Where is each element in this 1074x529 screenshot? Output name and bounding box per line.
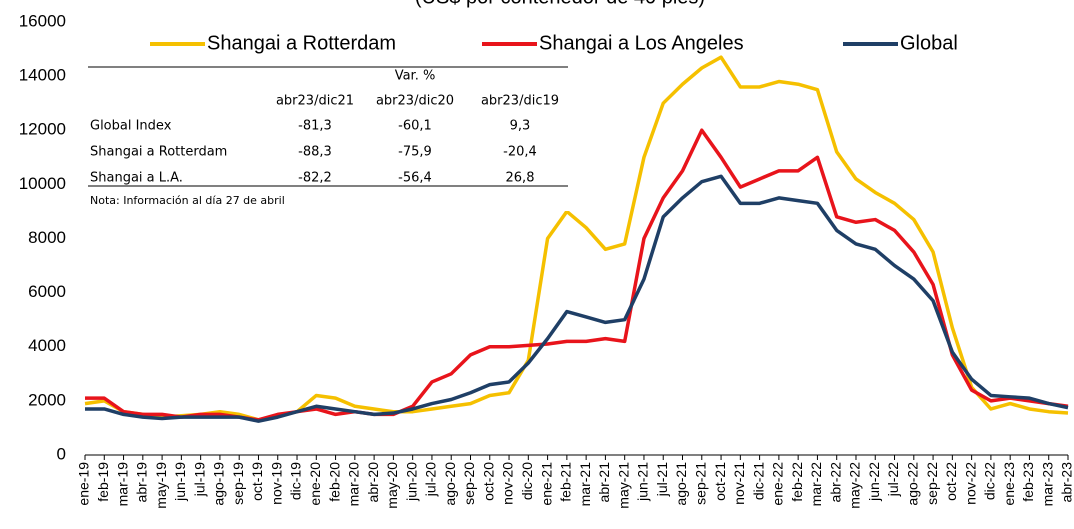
x-tick-label: feb-20 (326, 462, 342, 502)
y-tick-label: 6000 (28, 282, 66, 301)
x-tick-label: ene-23 (1001, 462, 1017, 506)
x-tick-label: oct-19 (249, 462, 265, 501)
x-tick-label: sep-21 (692, 462, 708, 505)
x-tick-label: abr-21 (596, 462, 612, 503)
x-tick-label: ago-19 (211, 462, 227, 506)
x-tick-label: feb-22 (789, 462, 805, 502)
table-cell: Global Index (90, 119, 172, 134)
table-group-header: Var. % (395, 69, 436, 84)
table-cell: -56,4 (398, 171, 432, 186)
legend-label: Global (900, 32, 958, 54)
x-tick-label: feb-19 (95, 462, 111, 502)
x-tick-label: sep-19 (230, 462, 246, 505)
x-tick-label: jul-22 (885, 462, 901, 497)
x-tick-label: oct-22 (943, 462, 959, 501)
x-tick-label: ago-20 (442, 462, 458, 506)
x-tick-label: ene-20 (307, 462, 323, 506)
x-tick-label: jun-21 (635, 462, 651, 502)
x-tick-label: mar-19 (114, 462, 130, 507)
x-tick-label: dic-21 (750, 462, 766, 500)
table-cell: -60,1 (398, 119, 432, 134)
series-line (85, 174, 1069, 423)
chart-title: (US$ por contenedor de 40 pies) (415, 0, 705, 8)
x-tick-label: oct-21 (712, 462, 728, 501)
table-header: abr23/dic19 (481, 94, 559, 109)
x-tick-label: jun-20 (403, 462, 419, 502)
x-tick-label: may-22 (847, 462, 863, 509)
x-tick-label: may-19 (153, 462, 169, 509)
x-tick-label: jun-19 (172, 462, 188, 502)
table-note: Nota: Información al día 27 de abril (90, 194, 285, 207)
table-cell: -20,4 (503, 145, 537, 160)
table-cell: -75,9 (398, 145, 432, 160)
table-cell: -81,3 (298, 119, 332, 134)
x-tick-label: dic-19 (288, 462, 304, 500)
x-tick-label: ene-22 (770, 462, 786, 506)
table-cell: Shangai a L.A. (90, 171, 183, 186)
y-tick-label: 0 (57, 444, 66, 463)
x-tick-label: mar-23 (1039, 462, 1055, 507)
x-tick-label: jul-19 (191, 462, 207, 497)
y-tick-label: 14000 (19, 66, 66, 85)
table-cell: 9,3 (510, 119, 531, 134)
y-tick-label: 16000 (19, 11, 66, 30)
x-tick-label: jul-21 (654, 462, 670, 497)
x-tick-label: nov-19 (268, 462, 284, 505)
x-tick-label: jun-22 (866, 462, 882, 502)
table-bg (86, 66, 570, 211)
x-tick-label: ago-22 (905, 462, 921, 506)
x-tick-label: ene-19 (76, 462, 92, 506)
legend-label: Shangai a Los Angeles (539, 32, 744, 54)
x-tick-label: abr-22 (827, 462, 843, 503)
table-cell: 26,8 (506, 171, 535, 186)
x-tick-label: feb-23 (1020, 462, 1036, 502)
x-tick-label: ago-21 (673, 462, 689, 506)
x-tick-label: dic-20 (519, 462, 535, 500)
y-tick-label: 12000 (19, 120, 66, 139)
x-tick-label: abr-23 (1059, 462, 1074, 503)
x-tick-label: abr-19 (134, 462, 150, 503)
table-cell: Shangai a Rotterdam (90, 145, 227, 160)
x-tick-label: feb-21 (558, 462, 574, 502)
y-tick-label: 2000 (28, 390, 66, 409)
x-tick-label: mar-22 (808, 462, 824, 507)
x-tick-label: sep-20 (461, 462, 477, 505)
x-tick-label: mar-21 (577, 462, 593, 507)
table-header: abr23/dic21 (276, 94, 354, 109)
x-tick-label: mar-20 (346, 462, 362, 507)
x-tick-label: may-20 (384, 462, 400, 509)
y-tick-label: 8000 (28, 228, 66, 247)
x-tick-label: sep-22 (924, 462, 940, 505)
x-tick-label: nov-20 (500, 462, 516, 505)
table-cell: -88,3 (298, 145, 332, 160)
x-tick-label: nov-21 (731, 462, 747, 505)
x-tick-label: nov-22 (962, 462, 978, 505)
x-tick-label: ene-21 (538, 462, 554, 506)
x-tick-label: jul-20 (423, 462, 439, 497)
table-cell: -82,2 (298, 171, 332, 186)
x-tick-label: may-21 (615, 462, 631, 509)
x-tick-label: abr-20 (365, 462, 381, 503)
x-tick-label: dic-22 (982, 462, 998, 500)
legend-label: Shangai a Rotterdam (207, 32, 396, 54)
table-header: abr23/dic20 (376, 94, 454, 109)
y-tick-label: 10000 (19, 174, 66, 193)
x-tick-label: oct-20 (480, 462, 496, 501)
y-tick-label: 4000 (28, 336, 66, 355)
